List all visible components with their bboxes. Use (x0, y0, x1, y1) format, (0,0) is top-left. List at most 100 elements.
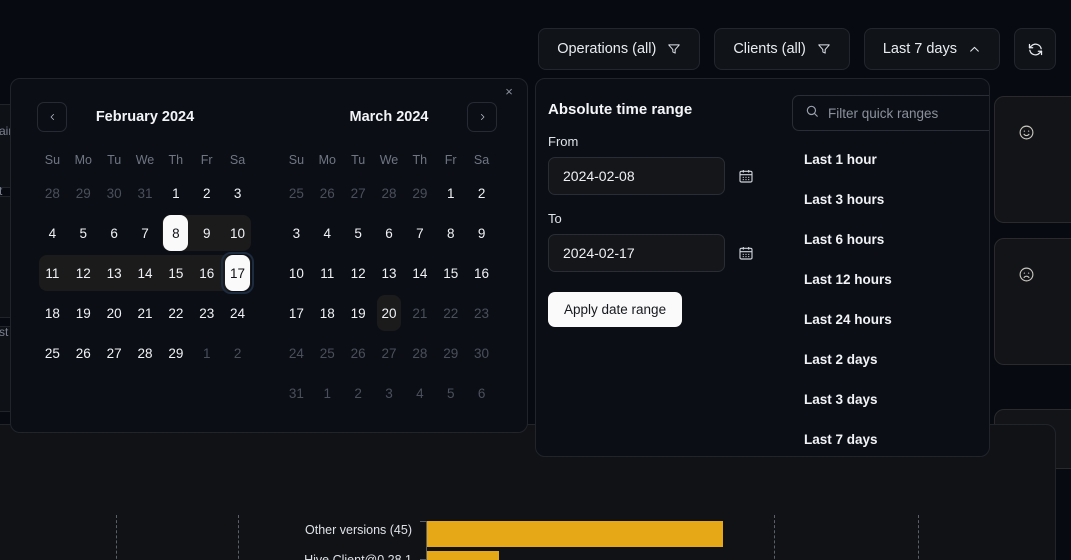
calendar-day-1[interactable]: 1 (172, 185, 180, 201)
search-input[interactable] (828, 105, 989, 121)
weekday-label-tu: Tu (351, 153, 366, 167)
calendar-day-15[interactable]: 15 (443, 265, 459, 281)
calendar-day-13[interactable]: 13 (381, 265, 397, 281)
chart-bar[interactable] (427, 551, 499, 560)
calendar-day-22: 22 (443, 305, 459, 321)
calendar-day-8[interactable]: 8 (160, 213, 193, 253)
calendar-day-15[interactable]: 15 (159, 253, 193, 293)
chart-axis-tick (420, 521, 426, 522)
sentiment-card-negative[interactable] (994, 238, 1071, 365)
calendar-day-28[interactable]: 28 (137, 345, 153, 361)
calendar-day-6[interactable]: 6 (110, 225, 118, 241)
weekday-label-sa: Sa (473, 153, 490, 167)
calendar-day-16[interactable]: 16 (190, 253, 223, 293)
calendar-day-11[interactable]: 11 (37, 253, 69, 293)
calendar-day-11[interactable]: 11 (320, 265, 335, 281)
calendar-day-21[interactable]: 21 (137, 305, 153, 321)
operations-filter-button[interactable]: Operations (all) (538, 28, 701, 70)
calendar-day-18[interactable]: 18 (319, 305, 335, 321)
calendar-week-row: 11 12 13 14 15 16 17 (37, 252, 254, 294)
calendar-day-20[interactable]: 20 (374, 293, 405, 333)
calendar-day-9[interactable]: 9 (190, 213, 223, 253)
calendar-day-1: 1 (202, 345, 211, 361)
weekday-label-tu: Tu (107, 153, 122, 167)
close-icon[interactable]: × (505, 84, 513, 99)
calendar-day-19[interactable]: 19 (350, 305, 366, 321)
calendar-day-8[interactable]: 8 (446, 225, 455, 241)
time-range-button[interactable]: Last 7 days (863, 28, 1000, 70)
weekday-header-row: Su Mo Tu We Th Fr Sa (37, 147, 253, 173)
quick-ranges-search[interactable] (792, 95, 989, 131)
calendar-day-20[interactable]: 20 (106, 305, 122, 321)
quick-range-item[interactable]: Last 12 hours (804, 271, 892, 287)
calendar-day-4[interactable]: 4 (323, 225, 332, 241)
calendar-week-row: 24 25 26 27 28 29 30 (281, 333, 497, 373)
from-date-input[interactable]: 2024-02-08 (548, 157, 725, 195)
weekday-label-th: Th (412, 153, 428, 167)
quick-range-item[interactable]: Last 24 hours (804, 311, 892, 327)
calendar-day-26[interactable]: 26 (75, 345, 91, 361)
filter-icon (667, 42, 681, 56)
calendar-day-19[interactable]: 19 (75, 305, 91, 321)
chart-bar-label: Hive Client@0.28.1 (304, 553, 412, 560)
quick-range-item[interactable]: Last 2 days (804, 351, 878, 367)
quick-range-item[interactable]: Last 1 hour (804, 151, 877, 167)
calendar-day-17[interactable]: 17 (221, 252, 254, 294)
calendar-week-row: 10 11 12 13 14 15 16 (281, 253, 497, 293)
apply-date-range-button[interactable]: Apply date range (548, 292, 683, 327)
background-text-fragment-3: st (0, 325, 9, 339)
calendar-day-5[interactable]: 5 (354, 225, 362, 241)
calendar-day-17[interactable]: 17 (288, 305, 304, 321)
calendar-day-21: 21 (412, 305, 428, 321)
calendar-icon[interactable] (738, 245, 754, 261)
clients-filter-button[interactable]: Clients (all) (714, 28, 850, 70)
calendar-day-9[interactable]: 9 (477, 225, 486, 241)
calendar-day-14[interactable]: 14 (412, 265, 428, 281)
calendar-day-18[interactable]: 18 (44, 305, 60, 321)
calendar-weeks: 28 29 30 31 1 2 3 4 5 6 7 8 9 10 11 12 13 14 15 16 17 18 19 20 2… (37, 173, 254, 413)
calendar-day-5[interactable]: 5 (79, 225, 88, 241)
calendar-day-24[interactable]: 24 (230, 305, 246, 321)
calendar-day-6[interactable]: 6 (385, 225, 393, 241)
calendar-day-2[interactable]: 2 (202, 185, 211, 201)
sentiment-card-positive[interactable] (994, 96, 1071, 223)
calendar-week-row: 18 19 20 21 22 23 24 (37, 293, 253, 333)
chart-gridline (918, 515, 919, 560)
calendar-day-14[interactable]: 14 (128, 253, 162, 293)
calendar-day-4[interactable]: 4 (48, 225, 57, 241)
calendar-day-29[interactable]: 29 (168, 345, 184, 361)
calendar-day-7[interactable]: 7 (141, 225, 149, 241)
to-date-input[interactable]: 2024-02-17 (548, 234, 725, 272)
quick-range-item[interactable]: Last 7 days (804, 431, 878, 447)
background-text-fragment-2: t (0, 184, 3, 198)
calendar-day-10[interactable]: 10 (221, 213, 253, 253)
calendar-day-12[interactable]: 12 (350, 265, 366, 281)
smiley-face-icon (1018, 124, 1035, 141)
refresh-button[interactable] (1014, 28, 1056, 70)
weekday-label-sa: Sa (229, 153, 246, 167)
calendar-day-1[interactable]: 1 (446, 185, 455, 201)
calendar-day-7[interactable]: 7 (416, 225, 424, 241)
quick-range-item[interactable]: Last 3 days (804, 391, 878, 407)
calendar-day-25[interactable]: 25 (44, 345, 60, 361)
calendar-day-13[interactable]: 13 (97, 253, 131, 293)
next-month-button[interactable] (467, 102, 497, 132)
time-range-panel: Absolute time range From 2024-02-08 To 2… (535, 78, 990, 457)
calendar-day-31: 31 (288, 385, 304, 401)
chevron-up-icon (968, 43, 981, 56)
prev-month-button[interactable] (37, 102, 67, 132)
calendar-day-2[interactable]: 2 (477, 185, 486, 201)
calendar-day-31: 31 (137, 185, 153, 201)
calendar-day-22[interactable]: 22 (168, 305, 184, 321)
quick-range-item[interactable]: Last 3 hours (804, 191, 885, 207)
calendar-day-23[interactable]: 23 (199, 305, 215, 321)
calendar-day-12[interactable]: 12 (66, 253, 100, 293)
quick-range-item[interactable]: Last 6 hours (804, 231, 885, 247)
calendar-icon[interactable] (738, 168, 754, 184)
calendar-day-3[interactable]: 3 (233, 185, 242, 201)
calendar-day-27[interactable]: 27 (106, 345, 122, 361)
calendar-day-10[interactable]: 10 (288, 265, 304, 281)
chart-bar[interactable] (427, 521, 723, 547)
calendar-day-3[interactable]: 3 (292, 225, 301, 241)
calendar-day-16[interactable]: 16 (474, 265, 490, 281)
